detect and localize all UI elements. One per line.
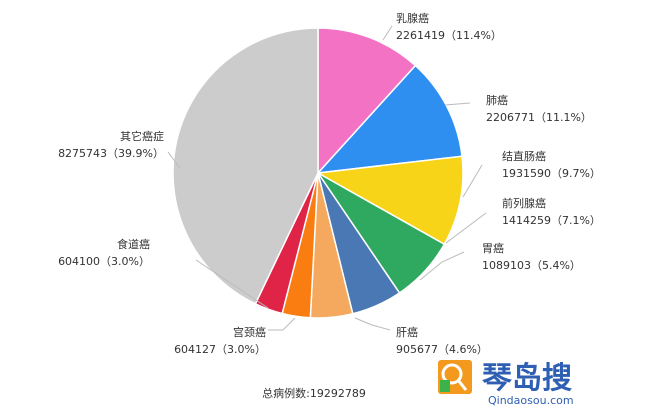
label-cervical-value: 604127（3.0%） [174, 343, 266, 356]
leader-line-breast [382, 25, 393, 41]
label-other-value: 8275743（39.9%） [58, 147, 164, 160]
watermark-text: 琴岛搜 [482, 361, 572, 396]
label-breast-name: 乳腺癌 [396, 11, 429, 25]
label-lung-name: 肺癌 [486, 93, 508, 107]
label-other-name: 其它癌症 [120, 129, 164, 143]
label-prostate-value: 1414259（7.1%） [502, 214, 601, 227]
leader-line-prostate [445, 212, 487, 244]
pie-slice-other [172, 27, 319, 305]
label-lung-value: 2206771（11.1%） [486, 111, 592, 124]
leader-line-stomach [419, 251, 465, 281]
total-cases-label: 总病例数:19292789 [262, 386, 366, 400]
qindaosou-logo-icon [438, 360, 472, 394]
label-liver-value: 905677（4.6%） [396, 343, 488, 356]
label-esophageal-value: 604100（3.0%） [58, 255, 150, 268]
pie-slice-breast [317, 27, 417, 175]
leader-line-cervical [268, 317, 296, 331]
label-cervical-name: 宫颈癌 [233, 325, 266, 339]
label-esophageal-name: 食道癌 [117, 237, 150, 251]
pie-slice-colorectal [315, 155, 464, 246]
leader-line-liver [354, 317, 391, 331]
label-colorectal-value: 1931590（9.7%） [502, 167, 601, 180]
watermark-url: Qindaosou.com [488, 394, 574, 407]
leader-line-other [167, 151, 181, 169]
leader-line-lung [444, 102, 471, 106]
leader-line-esophageal [195, 259, 269, 309]
label-stomach-name: 胃癌 [482, 241, 504, 255]
label-colorectal-name: 结直肠癌 [502, 149, 546, 163]
label-prostate-name: 前列腺癌 [502, 196, 546, 210]
label-liver-name: 肝癌 [396, 325, 418, 339]
leader-lines [167, 25, 487, 331]
pie-slices [172, 27, 464, 319]
watermark: 琴岛搜 Qindaosou.com [438, 360, 574, 407]
label-breast-value: 2261419（11.4%） [396, 29, 502, 42]
slice-labels: 乳腺癌 2261419（11.4%） 肺癌 2206771（11.1%） 结直肠… [58, 11, 601, 356]
pie-slice-lung [316, 64, 463, 174]
leader-line-colorectal [462, 164, 483, 198]
label-stomach-value: 1089103（5.4%） [482, 259, 581, 272]
